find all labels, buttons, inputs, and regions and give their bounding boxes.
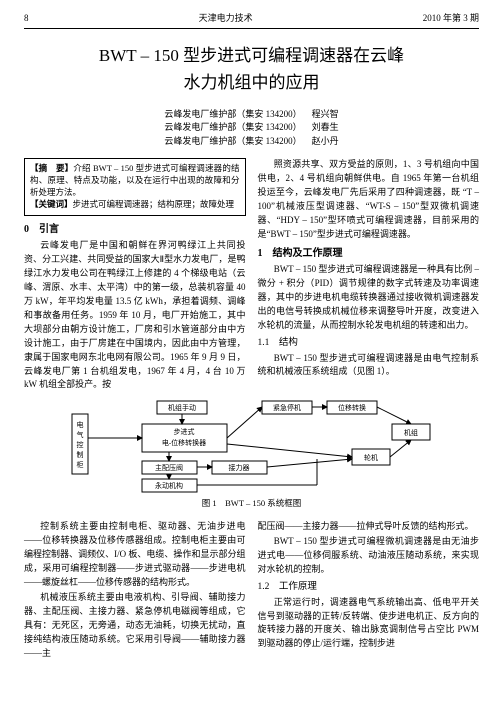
svg-text:制: 制 bbox=[76, 450, 83, 459]
lower-right-column: 配压阀——主接力器——拉伸式导叶反馈的结构形式。 BWT – 150 型步进式可… bbox=[258, 520, 480, 661]
author-name: 刘春生 bbox=[312, 121, 339, 135]
right-column: 照资源共享、双方受益的原则，1、3 号机组向中国供电，2、4 号机组向朝鲜供电。… bbox=[258, 158, 480, 393]
box-wheel: 轮机 bbox=[364, 453, 378, 462]
author-block: 云峰发电厂维护部（集安 134200） 程兴智 云峰发电厂维护部（集安 1342… bbox=[24, 108, 479, 149]
lower-left-column: 控制系统主要由控制电柜、驱动器、无油步进电——位移转换器及位移传感器组成。控制电… bbox=[24, 520, 246, 661]
box-machine-start: 机组手动 bbox=[168, 403, 196, 412]
section-1-2-head: 1.2 工作原理 bbox=[258, 580, 480, 595]
figure-1: 电 气 控 制 柜 机组手动 紧急停机 位移转换 机组 步进式 电-位移转换器 … bbox=[24, 399, 479, 510]
author-affil: 云峰发电厂维护部（集安 134200） bbox=[164, 121, 301, 135]
section-1-para: BWT – 150 型步进式可编程调速器是一种具有比例 – 微分 + 积分（PI… bbox=[258, 263, 480, 333]
diagram-left-label: 电 bbox=[76, 420, 83, 429]
author-name: 程兴智 bbox=[312, 108, 339, 122]
section-0-head: 0 引言 bbox=[24, 222, 246, 238]
page-number: 8 bbox=[24, 12, 29, 26]
section-1-2-para: 正常运行时，调速器电气系统输出高、低电平开关信号到驱动器的正转/反转端、使步进电… bbox=[258, 596, 480, 652]
box-stepmotor-1: 步进式 bbox=[173, 427, 194, 436]
abstract-box: 【摘 要】介绍 BWT – 150 型步进式可编程调速器的结构、原理、特点及功能… bbox=[24, 158, 246, 216]
svg-text:控: 控 bbox=[76, 440, 83, 449]
svg-text:气: 气 bbox=[76, 430, 83, 439]
keywords-text: 步进式可编程调速器；结构原理；故障处理 bbox=[73, 199, 235, 209]
author-affil: 云峰发电厂维护部（集安 134200） bbox=[164, 108, 301, 122]
lower-left-p1: 控制系统主要由控制电柜、驱动器、无油步进电——位移转换器及位移传感器组成。控制电… bbox=[24, 520, 246, 590]
box-jizu: 机组 bbox=[404, 428, 418, 437]
box-converter: 位移转换 bbox=[338, 403, 366, 412]
journal-name: 天津电力技术 bbox=[199, 12, 253, 26]
section-1-head: 1 结构及工作原理 bbox=[258, 246, 480, 262]
svg-text:柜: 柜 bbox=[76, 460, 83, 469]
lower-right-p1: 配压阀——主接力器——拉伸式导叶反馈的结构形式。 bbox=[258, 520, 480, 534]
author-name: 赵小丹 bbox=[312, 135, 339, 149]
figure-1-caption: 图 1 BWT – 150 系统框图 bbox=[24, 497, 479, 510]
lower-left-p2: 机械液压系统主要由电液机构、引导阀、辅助接力器、主配压阀、主接力器、紧急停机电磁… bbox=[24, 591, 246, 661]
box-stop: 紧急停机 bbox=[273, 403, 301, 412]
author-affil: 云峰发电厂维护部（集安 134200） bbox=[164, 135, 301, 149]
issue: 2010 年第 3 期 bbox=[423, 12, 479, 26]
lower-right-p2: BWT – 150 型步进式可编程微机调速器是由无油步进式电——位移伺服系统、动… bbox=[258, 535, 480, 577]
article-title-line1: BWT – 150 型步进式可编程调速器在云峰 bbox=[24, 43, 479, 69]
article-title-line2: 水力机组中的应用 bbox=[24, 70, 479, 96]
section-0-para: 云峰发电厂是中国和朝鲜在界河鸭绿江上共同投资、分工兴建、共同受益的国家大Ⅱ型水力… bbox=[24, 239, 246, 392]
box-jieli: 接力器 bbox=[228, 463, 249, 472]
section-1-1-head: 1.1 结构 bbox=[258, 336, 480, 351]
box-feedback: 永动机构 bbox=[155, 481, 183, 490]
keywords-label: 【关键词】 bbox=[30, 199, 73, 209]
box-ceya: 主配压阀 bbox=[155, 463, 183, 472]
section-1-1-para: BWT – 150 型步进式可编程调速器是由电气控制系统和机械液压系统组成（见图… bbox=[258, 352, 480, 380]
intro-continued: 照资源共享、双方受益的原则，1、3 号机组向中国供电，2、4 号机组向朝鲜供电。… bbox=[258, 158, 480, 242]
block-diagram-svg: 电 气 控 制 柜 机组手动 紧急停机 位移转换 机组 步进式 电-位移转换器 … bbox=[67, 399, 437, 494]
box-stepmotor-2: 电-位移转换器 bbox=[161, 438, 205, 447]
left-column: 【摘 要】介绍 BWT – 150 型步进式可编程调速器的结构、原理、特点及功能… bbox=[24, 158, 246, 393]
abstract-label: 【摘 要】 bbox=[30, 163, 73, 173]
